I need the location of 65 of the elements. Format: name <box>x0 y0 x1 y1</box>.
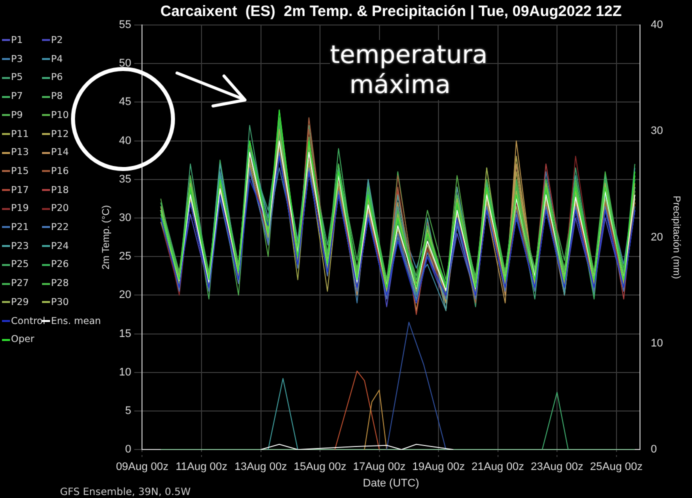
legend-label: P4 <box>50 52 64 67</box>
y-tick-label: 35 <box>118 173 132 186</box>
y-tick-label: 15 <box>118 328 132 340</box>
chart-title: Carcaixent (ES) 2m Temp. & Precipitación | Tue, 09Aug2022 12Z <box>160 3 622 20</box>
legend-label: P5 <box>10 71 24 86</box>
legend-label: P9 <box>10 108 24 123</box>
y-tick-label: 50 <box>118 58 132 70</box>
y-tick-label: 20 <box>118 289 132 302</box>
y-tick-label: 0 <box>125 444 132 456</box>
legend-label: P15 <box>10 164 30 179</box>
legend-label: P29 <box>10 296 30 310</box>
text: GFS Ensemble, 39N, 0.5W <box>60 487 191 498</box>
x-tick-label: 25Aug 00z <box>590 461 643 474</box>
y-tick-label: 30 <box>118 212 132 224</box>
legend-label: P1 <box>10 34 24 48</box>
legend-label: P10 <box>50 108 70 123</box>
legend-label: Control <box>10 314 46 329</box>
x-tick-label: 23Aug 00z <box>530 461 584 474</box>
legend-label: P20 <box>51 203 69 214</box>
x-tick-label: 13Aug 00z <box>234 461 288 474</box>
legend-label: P14 <box>50 146 70 160</box>
y2-tick-label: 30 <box>650 125 664 138</box>
legend-label: P24 <box>51 240 69 252</box>
legend-label: P17 <box>10 184 30 198</box>
y2-tick-label: 10 <box>650 337 664 350</box>
legend-label: P11 <box>10 128 30 142</box>
y-tick-label: 25 <box>118 250 132 263</box>
y-tick-label: 45 <box>118 96 132 108</box>
legend-label: P22 <box>51 222 69 234</box>
x-axis-title: Date (UTC) <box>362 477 420 490</box>
legend-label: P13 <box>10 146 30 160</box>
legend-label: P2 <box>50 34 64 48</box>
legend-label: P28 <box>50 277 70 292</box>
legend-label: P23 <box>10 240 30 254</box>
legend-label: P12 <box>50 128 70 142</box>
legend-label: P19 <box>10 202 30 216</box>
y2-tick-label: 0 <box>650 444 657 456</box>
x-tick-label: 21Aug 00z <box>471 461 524 474</box>
legend-label: P26 <box>51 259 69 270</box>
y2-tick-label: 40 <box>650 19 664 32</box>
y2-axis-title: Precipitación (mm) <box>670 196 682 279</box>
x-tick-label: 17Aug 00z <box>352 461 406 474</box>
legend-label: P7 <box>10 90 24 104</box>
y-tick-label: 40 <box>118 134 132 147</box>
x-tick-label: 09Aug 00z <box>116 461 169 474</box>
legend-label: P6 <box>50 71 64 86</box>
x-tick-label: 11Aug 00z <box>176 461 228 474</box>
annotation: temperatura máxima <box>330 40 488 100</box>
y-tick-label: 55 <box>118 19 132 32</box>
y-axis-title: 2m Temp. (°C) <box>100 205 112 270</box>
legend-label: P8 <box>50 90 64 104</box>
legend-label: P27 <box>10 277 30 292</box>
legend-label: P18 <box>50 184 70 198</box>
x-tick-label: 19Aug 00z <box>412 461 465 474</box>
legend-label: P25 <box>10 258 30 272</box>
legend-label: Ens. mean <box>51 316 101 327</box>
legend-label: Oper <box>10 333 36 348</box>
legend-label: P21 <box>10 221 30 236</box>
legend-label: P30 <box>50 296 70 310</box>
legend-label: P3 <box>10 52 24 67</box>
x-tick-label: 15Aug 00z <box>294 461 346 474</box>
y2-tick-label: 20 <box>650 231 664 244</box>
y-tick-label: 10 <box>118 366 132 378</box>
legend-label: P16 <box>50 164 70 179</box>
y-tick-label: 5 <box>125 405 132 418</box>
